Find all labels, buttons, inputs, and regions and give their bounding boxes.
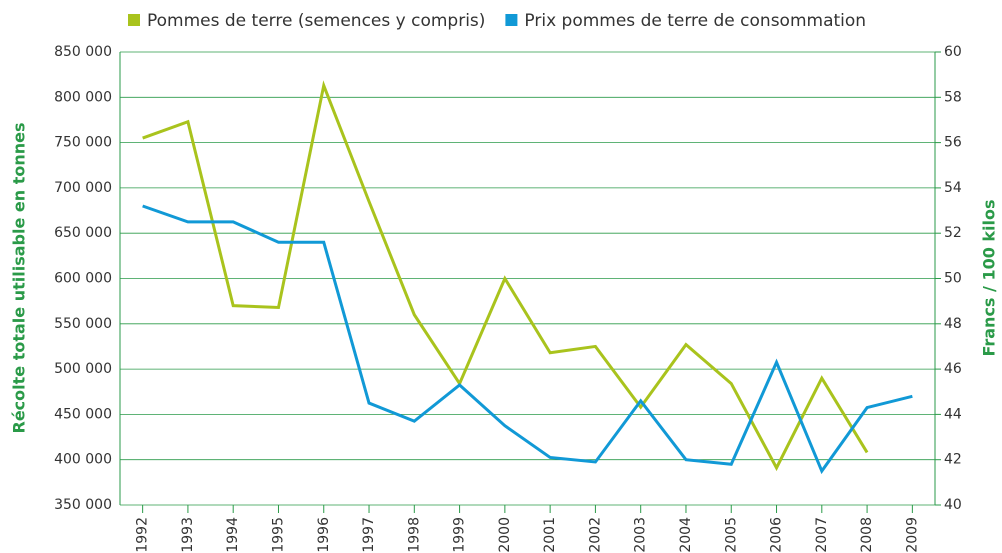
x-tick-label: 1995 [270,517,286,553]
y2-tick-label: 46 [944,361,962,377]
y-tick-label: 550 000 [54,316,112,332]
x-tick-label: 1993 [180,517,196,553]
y-tick-label: 850 000 [54,44,112,60]
y2-tick-label: 48 [944,316,962,332]
y2-tick-label: 50 [944,271,962,287]
y-tick-label: 500 000 [54,361,112,377]
series-line [142,204,913,475]
x-tick-label: 2004 [678,517,694,553]
y2-tick-label: 56 [944,135,962,151]
y-tick-label: 800 000 [54,89,112,105]
x-tick-label: 2006 [769,517,785,553]
y2-tick-label: 58 [944,89,962,105]
y-tick-label: 600 000 [54,271,112,287]
series-line [142,80,869,472]
y-tick-label: 350 000 [54,497,112,513]
x-tick-label: 2008 [859,517,875,553]
legend-label: Prix pommes de terre de consommation [524,11,866,31]
y2-tick-label: 54 [944,180,962,196]
y-tick-label: 700 000 [54,180,112,196]
legend-label: Pommes de terre (semences y compris) [147,11,485,31]
y2-tick-label: 60 [944,44,962,60]
x-tick-label: 2001 [542,517,558,553]
x-tick-label: 1998 [406,517,422,553]
x-tick-label: 1997 [361,517,377,553]
x-tick-label: 1992 [135,517,151,553]
x-tick-label: 2000 [497,517,513,553]
y-tick-label: 750 000 [54,135,112,151]
x-tick-label: 2002 [587,517,603,553]
x-tick-label: 2005 [723,517,739,553]
y-tick-label: 400 000 [54,452,112,468]
legend-swatch [505,14,518,26]
x-tick-label: 1994 [225,517,241,553]
y-tick-label: 450 000 [54,406,112,422]
y2-tick-label: 52 [944,225,962,241]
x-tick-label: 2009 [904,517,920,553]
y2-tick-label: 40 [944,497,962,513]
y2-tick-label: 44 [944,406,962,422]
y-tick-label: 650 000 [54,225,112,241]
x-tick-label: 1999 [452,517,468,553]
x-tick-label: 2003 [633,517,649,553]
x-tick-label: 2007 [814,517,830,553]
x-tick-label: 1996 [316,517,332,553]
y-axis-title: Récolte totale utilisable en tonnes [10,123,29,434]
y2-axis-title: Francs / 100 kilos [980,199,999,356]
y2-tick-label: 42 [944,452,962,468]
legend-swatch [128,14,140,26]
